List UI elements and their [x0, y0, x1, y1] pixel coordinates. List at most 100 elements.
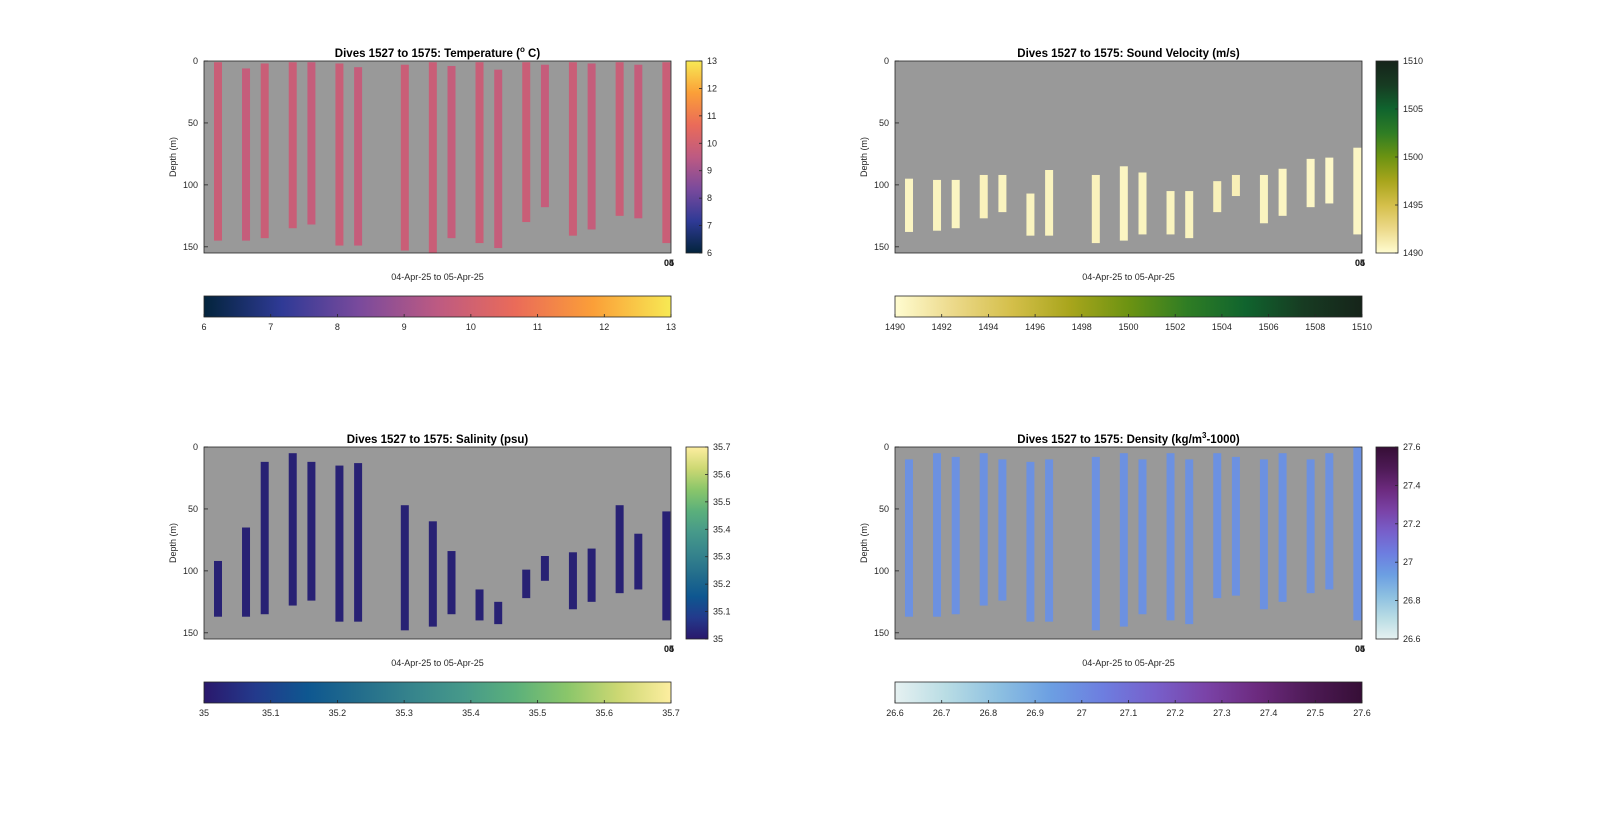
axes-frame	[203, 446, 672, 640]
title-main: Dives 1527 to 1575: Temperature (	[335, 48, 520, 60]
profile-bar	[428, 521, 437, 627]
profile-bar	[1045, 459, 1054, 622]
profile-bar	[400, 64, 409, 251]
horizontal-colorbar-tick-label: 1494	[978, 322, 998, 332]
axes-frame	[203, 60, 672, 254]
axes-background	[204, 61, 671, 253]
plot-title: Dives 1527 to 1575: Temperature (o C)	[335, 45, 541, 60]
profile-bar	[1091, 174, 1100, 244]
profile-bar	[1213, 181, 1222, 213]
profile-bar	[1045, 170, 1054, 236]
x-tick-label: 05	[1355, 644, 1365, 654]
vertical-colorbar-tick-label: 35.3	[713, 552, 731, 562]
profile-bar	[1306, 158, 1315, 208]
profile-bar	[1353, 447, 1362, 621]
vertical-colorbar-tick-label: 9	[707, 166, 712, 176]
title-superscript: 3	[1202, 431, 1207, 440]
vertical-colorbar-tick-label: 27.2	[1403, 519, 1421, 529]
y-tick-label: 50	[188, 118, 198, 128]
horizontal-colorbar-tick-label: 1498	[1072, 322, 1092, 332]
horizontal-colorbar	[894, 681, 1363, 704]
vertical-colorbar-tick-label: 35.1	[713, 607, 731, 617]
profile-bar	[522, 62, 531, 223]
profile-bar	[662, 62, 671, 244]
profile-bar	[1026, 461, 1035, 622]
profile-bar	[1353, 147, 1362, 235]
profile-bar	[998, 174, 1007, 213]
profile-bar	[475, 62, 484, 244]
horizontal-colorbar-tick-label: 27.2	[1166, 708, 1184, 718]
axes-frame	[894, 60, 1363, 254]
profile-bar	[951, 179, 960, 229]
horizontal-colorbar-tick-label: 27.1	[1120, 708, 1138, 718]
profile-bar	[1213, 453, 1222, 599]
title-main: Dives 1527 to 1575: Salinity (psu)	[347, 434, 529, 446]
profile-bar	[568, 62, 577, 236]
profile-bar	[428, 62, 437, 253]
vertical-colorbar-tick-label: 6	[707, 248, 712, 258]
profile-bar	[354, 67, 363, 246]
horizontal-colorbar-tick-label: 1500	[1118, 322, 1138, 332]
profile-bar	[1119, 453, 1128, 627]
profile-bar	[979, 453, 988, 606]
x-axis-label: 04-Apr-25 to 05-Apr-25	[391, 272, 484, 282]
x-tick-label: 04	[664, 258, 674, 268]
plot-title: Dives 1527 to 1575: Sound Velocity (m/s)	[1017, 48, 1240, 60]
horizontal-colorbar-tick-label: 27.3	[1213, 708, 1231, 718]
profile-bar	[905, 459, 914, 617]
vertical-colorbar	[685, 60, 703, 254]
profile-bar	[905, 178, 914, 232]
panel-1: Dives 1527 to 1575: Sound Velocity (m/s)…	[859, 48, 1423, 332]
profile-bar	[540, 556, 549, 581]
horizontal-colorbar-tick-label: 1506	[1259, 322, 1279, 332]
profile-bar	[242, 68, 251, 241]
profile-bar	[288, 453, 297, 606]
profile-bar	[1259, 459, 1268, 610]
vertical-colorbar-tick-label: 35.2	[713, 579, 731, 589]
vertical-colorbar-tick-label: 27.4	[1403, 480, 1421, 490]
horizontal-colorbar-tick-label: 26.8	[980, 708, 998, 718]
horizontal-colorbar-tick-label: 35.6	[596, 708, 614, 718]
profile-bar	[522, 569, 531, 599]
profile-bar	[214, 62, 223, 241]
profile-bar	[979, 174, 988, 219]
axes-background	[895, 61, 1362, 253]
y-tick-label: 100	[183, 180, 198, 190]
vertical-colorbar-tick-label: 35	[713, 634, 723, 644]
profile-bar	[288, 62, 297, 229]
profile-bar	[933, 453, 942, 617]
y-tick-label: 150	[874, 628, 889, 638]
vertical-colorbar-tick-label: 1510	[1403, 56, 1423, 66]
profile-bar	[1185, 459, 1194, 625]
y-tick-label: 150	[874, 242, 889, 252]
axes-frame	[894, 446, 1363, 640]
horizontal-colorbar-tick-label: 35.4	[462, 708, 480, 718]
y-tick-label: 50	[879, 118, 889, 128]
profile-bar	[335, 63, 344, 246]
y-axis-label: Depth (m)	[859, 523, 869, 563]
profile-bar	[447, 551, 456, 615]
profile-bar	[1091, 456, 1100, 631]
horizontal-colorbar-tick-label: 26.9	[1026, 708, 1044, 718]
vertical-colorbar-tick-label: 13	[707, 56, 717, 66]
y-axis-label: Depth (m)	[168, 523, 178, 563]
y-tick-label: 100	[183, 566, 198, 576]
horizontal-colorbar-tick-label: 1504	[1212, 322, 1232, 332]
y-tick-label: 0	[193, 442, 198, 452]
horizontal-colorbar-tick-label: 1508	[1305, 322, 1325, 332]
horizontal-colorbar-tick-label: 35.7	[662, 708, 680, 718]
vertical-colorbar-tick-label: 35.4	[713, 524, 731, 534]
vertical-colorbar-tick-label: 26.6	[1403, 634, 1421, 644]
vertical-colorbar-tick-label: 35.5	[713, 497, 731, 507]
profile-bar	[933, 179, 942, 231]
horizontal-colorbar-tick-label: 27.6	[1353, 708, 1371, 718]
profile-bar	[1138, 459, 1147, 615]
axes-background	[895, 447, 1362, 639]
horizontal-colorbar-tick-label: 27.5	[1307, 708, 1325, 718]
profile-bar	[307, 62, 316, 225]
vertical-colorbar-tick-label: 1505	[1403, 104, 1423, 114]
vertical-colorbar-tick-label: 11	[707, 111, 716, 121]
profile-bar	[615, 62, 624, 216]
horizontal-colorbar-tick-label: 9	[402, 322, 407, 332]
horizontal-colorbar-tick-label: 27.4	[1260, 708, 1278, 718]
